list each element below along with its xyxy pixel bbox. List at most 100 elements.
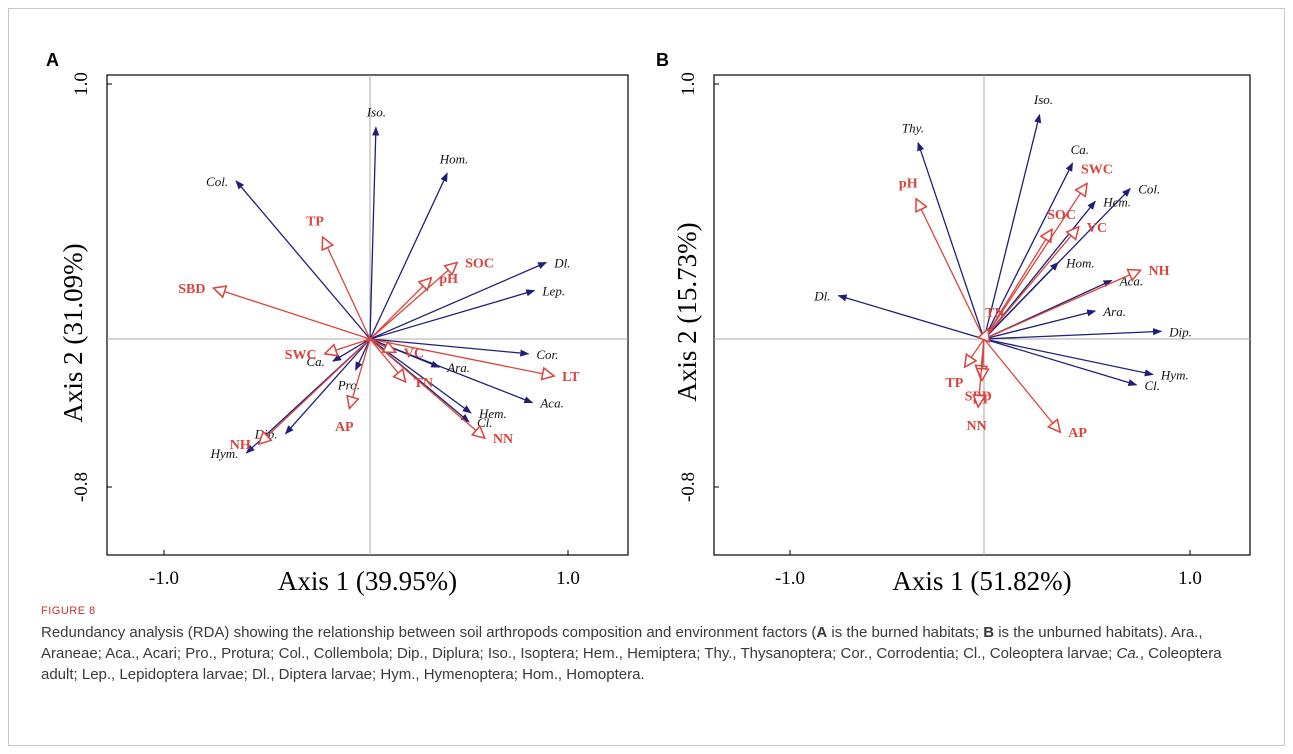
environment-arrow [983,270,1141,340]
environment-label: pH [899,177,918,192]
environment-label: SOC [465,257,494,272]
species-arrow [983,328,1163,340]
species-label: Iso. [366,104,386,119]
species-arrow [837,294,985,340]
caption-run: Redundancy analysis (RDA) showing the re… [41,624,817,641]
species-label: Col. [206,174,228,189]
species-arrow [983,261,1059,340]
species-arrow [983,309,1097,340]
y-tick-label: -0.8 [678,472,699,502]
environment-label: NH [1149,264,1170,279]
species-arrow [983,113,1042,340]
rda-biplot-a: -1.0 1.0 1.0 -0.8 Axis 1 (39.95%) Axis 2 (31.… [58,72,629,596]
y-tick-label: 1.0 [678,72,699,96]
x-tick-label: 1.0 [556,568,580,589]
species-arrow [332,338,371,362]
species-label: Hem. [478,406,507,421]
species-arrow [354,338,371,371]
species-arrow [284,338,371,435]
environment-label: SBD [178,282,205,297]
environment-arrow [349,338,371,409]
x-axis-title: Axis 1 (39.95%) [278,566,457,596]
environment-arrow [323,237,371,340]
environment-label: SWC [285,348,317,363]
species-arrow [983,338,1138,386]
rda-biplot-b: -1.0 1.0 1.0 -0.8 Axis 1 (51.82%) Axis 2 (15.… [672,72,1251,596]
species-arrow [369,289,536,340]
environment-arrow [369,263,457,340]
environment-arrow [259,338,371,444]
caption-run: A [816,624,828,641]
species-label: Iso. [1033,92,1053,107]
caption-run: Ca. [1116,645,1140,662]
environment-arrow [369,338,406,382]
environment-arrow [978,338,984,407]
environment-label: NN [967,419,987,434]
figure-caption: Redundancy analysis (RDA) showing the re… [41,622,1261,685]
plot-frame [713,74,1251,556]
y-axis-title: Axis 2 (31.09%) [58,243,88,422]
species-arrow [983,162,1074,340]
species-arrow [983,338,1154,377]
environment-arrow [965,338,985,367]
species-label: Cl. [1144,378,1160,393]
species-label: Hom. [439,152,469,167]
environment-label: pH [439,272,458,287]
species-arrow [917,141,985,340]
environment-arrow [916,199,985,340]
species-label: Aca. [539,396,563,411]
species-label: Ara. [1102,304,1126,319]
caption-run: is the burned habitats; [827,624,984,641]
environment-label: NH [230,438,251,453]
x-tick-label: 1.0 [1178,568,1202,589]
x-axis-title: Axis 1 (51.82%) [892,566,1071,596]
environment-arrow [369,338,485,438]
species-label: Thy. [902,120,924,135]
environment-label: AP [1068,426,1087,441]
species-label: Pro. [337,378,360,393]
y-tick-label: -0.8 [71,472,92,502]
x-tick-label: -1.0 [149,568,179,589]
species-arrow [369,261,548,340]
species-label: Hym. [210,446,239,461]
environment-arrow [325,338,371,354]
caption-run: is the unburned habitats). Ara., Araneae… [41,624,1203,662]
species-label: Aca. [1119,273,1143,288]
environment-label: LT [973,392,991,407]
environment-arrow [369,338,554,376]
y-tick-label: 1.0 [71,72,92,96]
environment-label: VC [1087,221,1107,236]
x-tick-label: -1.0 [775,568,805,589]
figure-label: FIGURE 8 [41,605,96,617]
environment-arrow [213,288,371,340]
environment-label: SWC [1081,162,1113,177]
environment-label: TP [306,215,324,230]
environment-arrow [983,227,1079,340]
species-arrow [235,180,371,340]
environment-arrow [983,183,1087,340]
species-label: Ca. [306,354,324,369]
species-label: Dip. [1168,324,1192,339]
species-label: Lep. [541,284,565,299]
species-label: Hom. [1065,256,1095,271]
species-label: Col. [1138,182,1160,197]
environment-arrow [984,329,988,339]
species-label: Hem. [1102,194,1131,209]
environment-label: SOC [1047,208,1076,223]
environment-label: VC [404,346,424,361]
environment-label: AP [335,420,354,435]
environment-label: TN [985,306,1004,321]
species-label: Cl. [477,415,493,430]
environment-label: TP [945,376,963,391]
species-label: Ara. [446,360,470,375]
panel-letter-a: A [46,50,59,70]
panel-letter-b: B [656,50,669,70]
environment-label: LT [562,370,580,385]
figure-frame [8,8,1285,746]
plot-frame [106,74,629,556]
species-label: Hym. [1160,368,1189,383]
environment-arrow [983,338,1060,432]
species-label: Dl. [553,256,570,271]
species-label: Ca. [1071,142,1089,157]
species-arrow [369,126,380,340]
